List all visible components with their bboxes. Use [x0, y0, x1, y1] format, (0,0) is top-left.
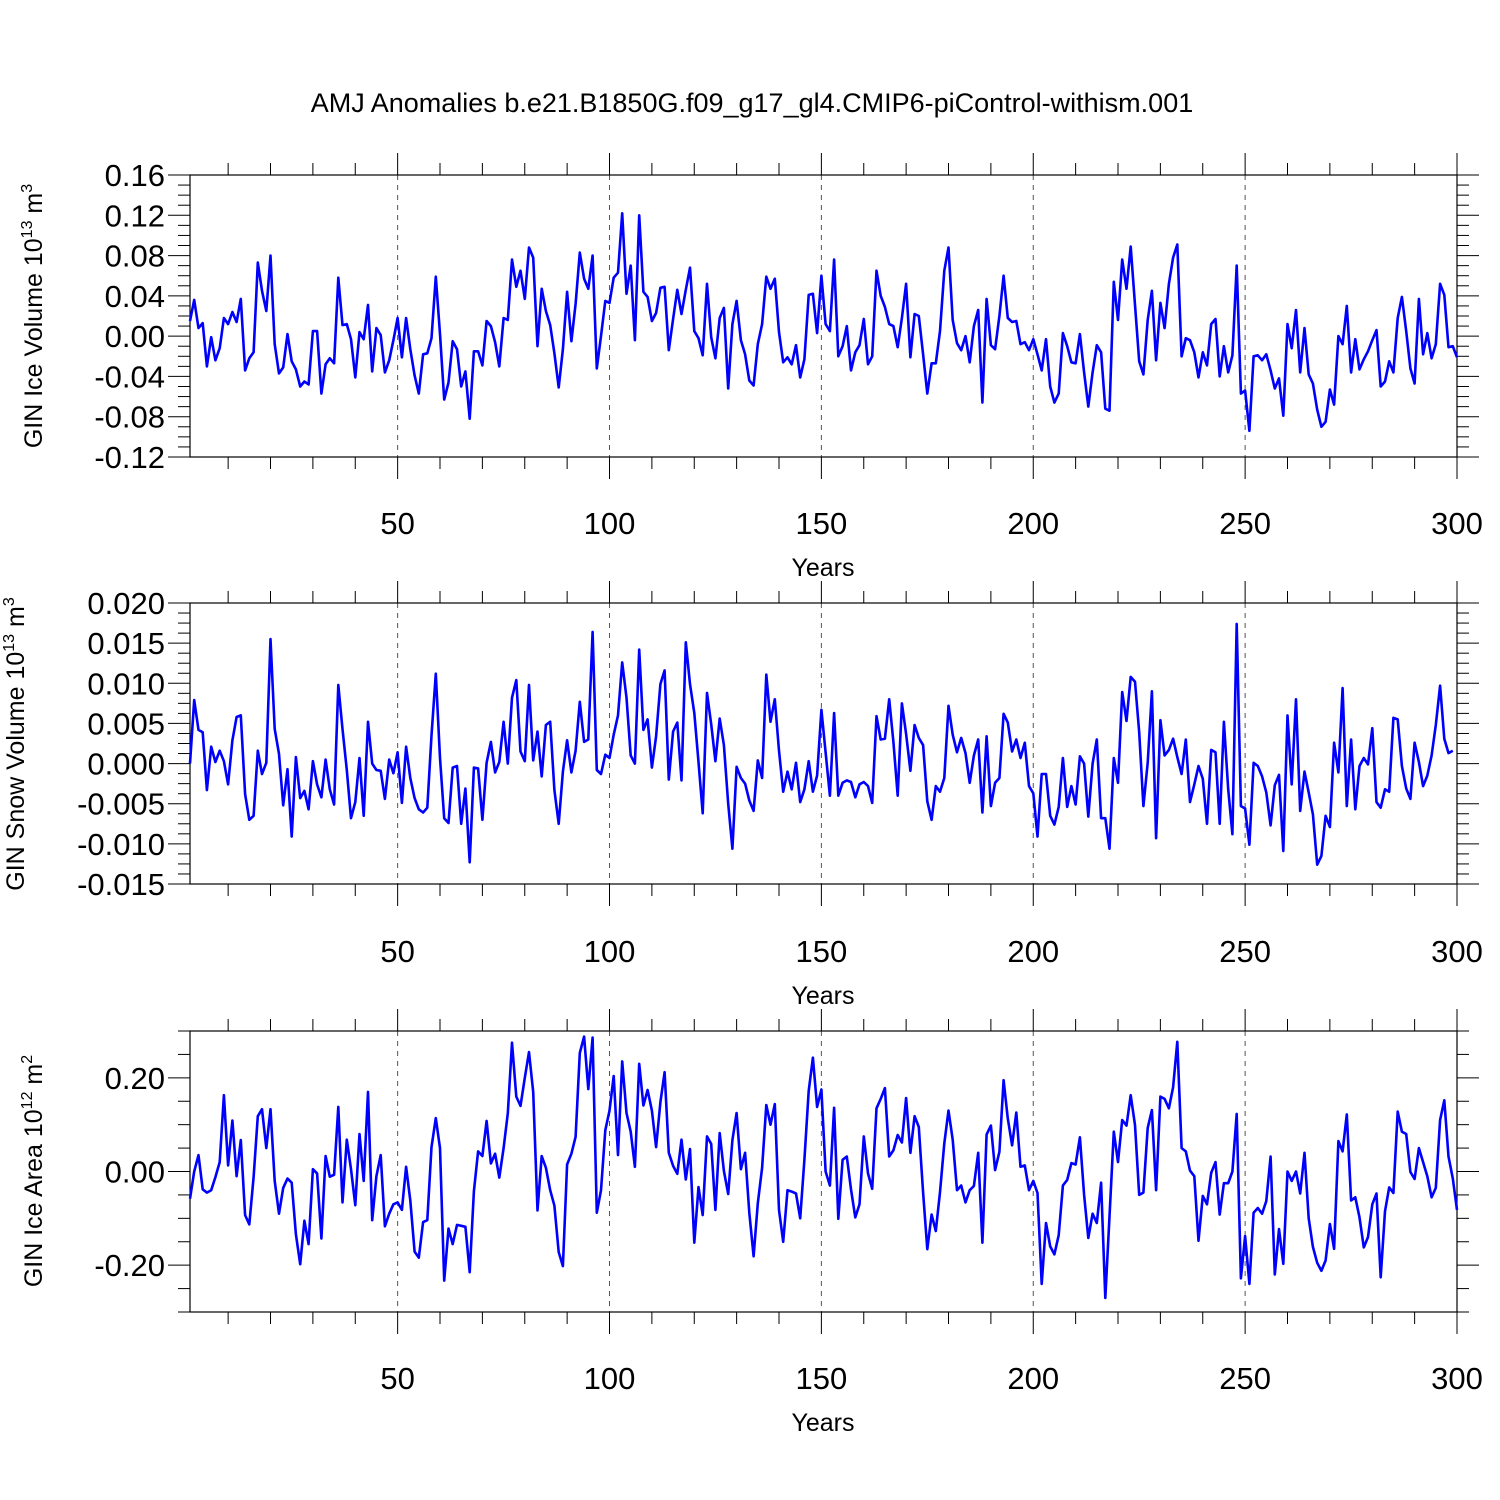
snow-volume-x-tick-label: 250	[1219, 934, 1271, 969]
snow-volume-x-tick-label: 50	[380, 934, 414, 969]
snow-volume-panel: GIN Snow Volume 1013 m3 Years 0.020 0.015…	[1, 581, 1483, 1010]
ice-volume-panel: GIN Ice Volume 1013 m3 Years 0.16 0.12 0.0…	[19, 153, 1483, 582]
ice-area-x-tick-label: 150	[796, 1361, 848, 1396]
snow-volume-x-axis-title: Years	[791, 982, 854, 1010]
snow-volume-y-tick-label: 0.020	[87, 586, 165, 621]
snow-volume-y-tick-label: 0.005	[87, 706, 165, 741]
ice-volume-x-tick-label: 150	[796, 506, 848, 541]
snow-volume-series-line	[188, 622, 1454, 867]
ice-volume-y-tick-label: 0.12	[105, 198, 165, 233]
ice-volume-y-tick-label: 0.00	[105, 319, 165, 354]
ice-area-series-line	[188, 1035, 1459, 1300]
ice-volume-y-tick-label: -0.04	[94, 359, 165, 394]
figure-title: AMJ Anomalies b.e21.B1850G.f09_g17_gl4.C…	[311, 88, 1193, 118]
ice-area-x-tick-label: 250	[1219, 1361, 1271, 1396]
snow-volume-x-tick-label: 300	[1431, 934, 1483, 969]
snow-volume-x-tick-label: 150	[796, 934, 848, 969]
snow-volume-y-tick-label: -0.015	[77, 867, 165, 902]
ice-area-x-tick-label: 200	[1007, 1361, 1059, 1396]
ice-area-y-tick-label: 0.00	[105, 1155, 165, 1190]
ice-volume-y-tick-label: 0.04	[105, 279, 165, 314]
ice-volume-y-tick-label: 0.08	[105, 239, 165, 274]
ice-area-panel: GIN Ice Area 1012 m2 Years 0.20 0.00 -0.20…	[19, 1009, 1483, 1437]
snow-volume-y-tick-label: -0.010	[77, 827, 165, 862]
ice-volume-y-tick-label: 0.16	[105, 158, 165, 193]
ice-area-y-tick-label: 0.20	[105, 1061, 165, 1096]
snow-volume-y-tick-label: 0.010	[87, 666, 165, 701]
ice-volume-x-tick-label: 50	[380, 506, 414, 541]
snow-volume-x-tick-label: 100	[584, 934, 636, 969]
ice-volume-x-tick-label: 250	[1219, 506, 1271, 541]
ice-area-x-tick-label: 300	[1431, 1361, 1483, 1396]
ice-area-y-tick-label: -0.20	[94, 1248, 165, 1283]
ice-area-y-axis-title: GIN Ice Area 1012 m2	[19, 1055, 48, 1287]
ice-volume-x-axis-title: Years	[791, 554, 854, 582]
ice-volume-x-tick-label: 200	[1007, 506, 1059, 541]
ice-volume-y-axis-title: GIN Ice Volume 1013 m3	[19, 184, 48, 448]
snow-volume-y-tick-label: 0.000	[87, 747, 165, 782]
snow-volume-y-tick-label: -0.005	[77, 787, 165, 822]
ice-area-x-tick-label: 50	[380, 1361, 414, 1396]
snow-volume-y-axis-title: GIN Snow Volume 1013 m3	[1, 597, 30, 891]
snow-volume-y-tick-label: 0.015	[87, 626, 165, 661]
snow-volume-x-tick-label: 200	[1007, 934, 1059, 969]
ice-area-x-tick-label: 100	[584, 1361, 636, 1396]
ice-volume-y-tick-label: -0.12	[94, 440, 165, 475]
ice-volume-plot-frame	[189, 174, 1458, 458]
ice-area-x-axis-title: Years	[791, 1409, 854, 1437]
ice-volume-x-tick-label: 300	[1431, 506, 1483, 541]
ice-volume-x-tick-label: 100	[584, 506, 636, 541]
ice-volume-y-tick-label: -0.08	[94, 400, 165, 435]
ice-area-plot-frame	[189, 1030, 1458, 1313]
ice-volume-series-line	[188, 212, 1459, 433]
snow-volume-plot-frame	[189, 602, 1458, 885]
